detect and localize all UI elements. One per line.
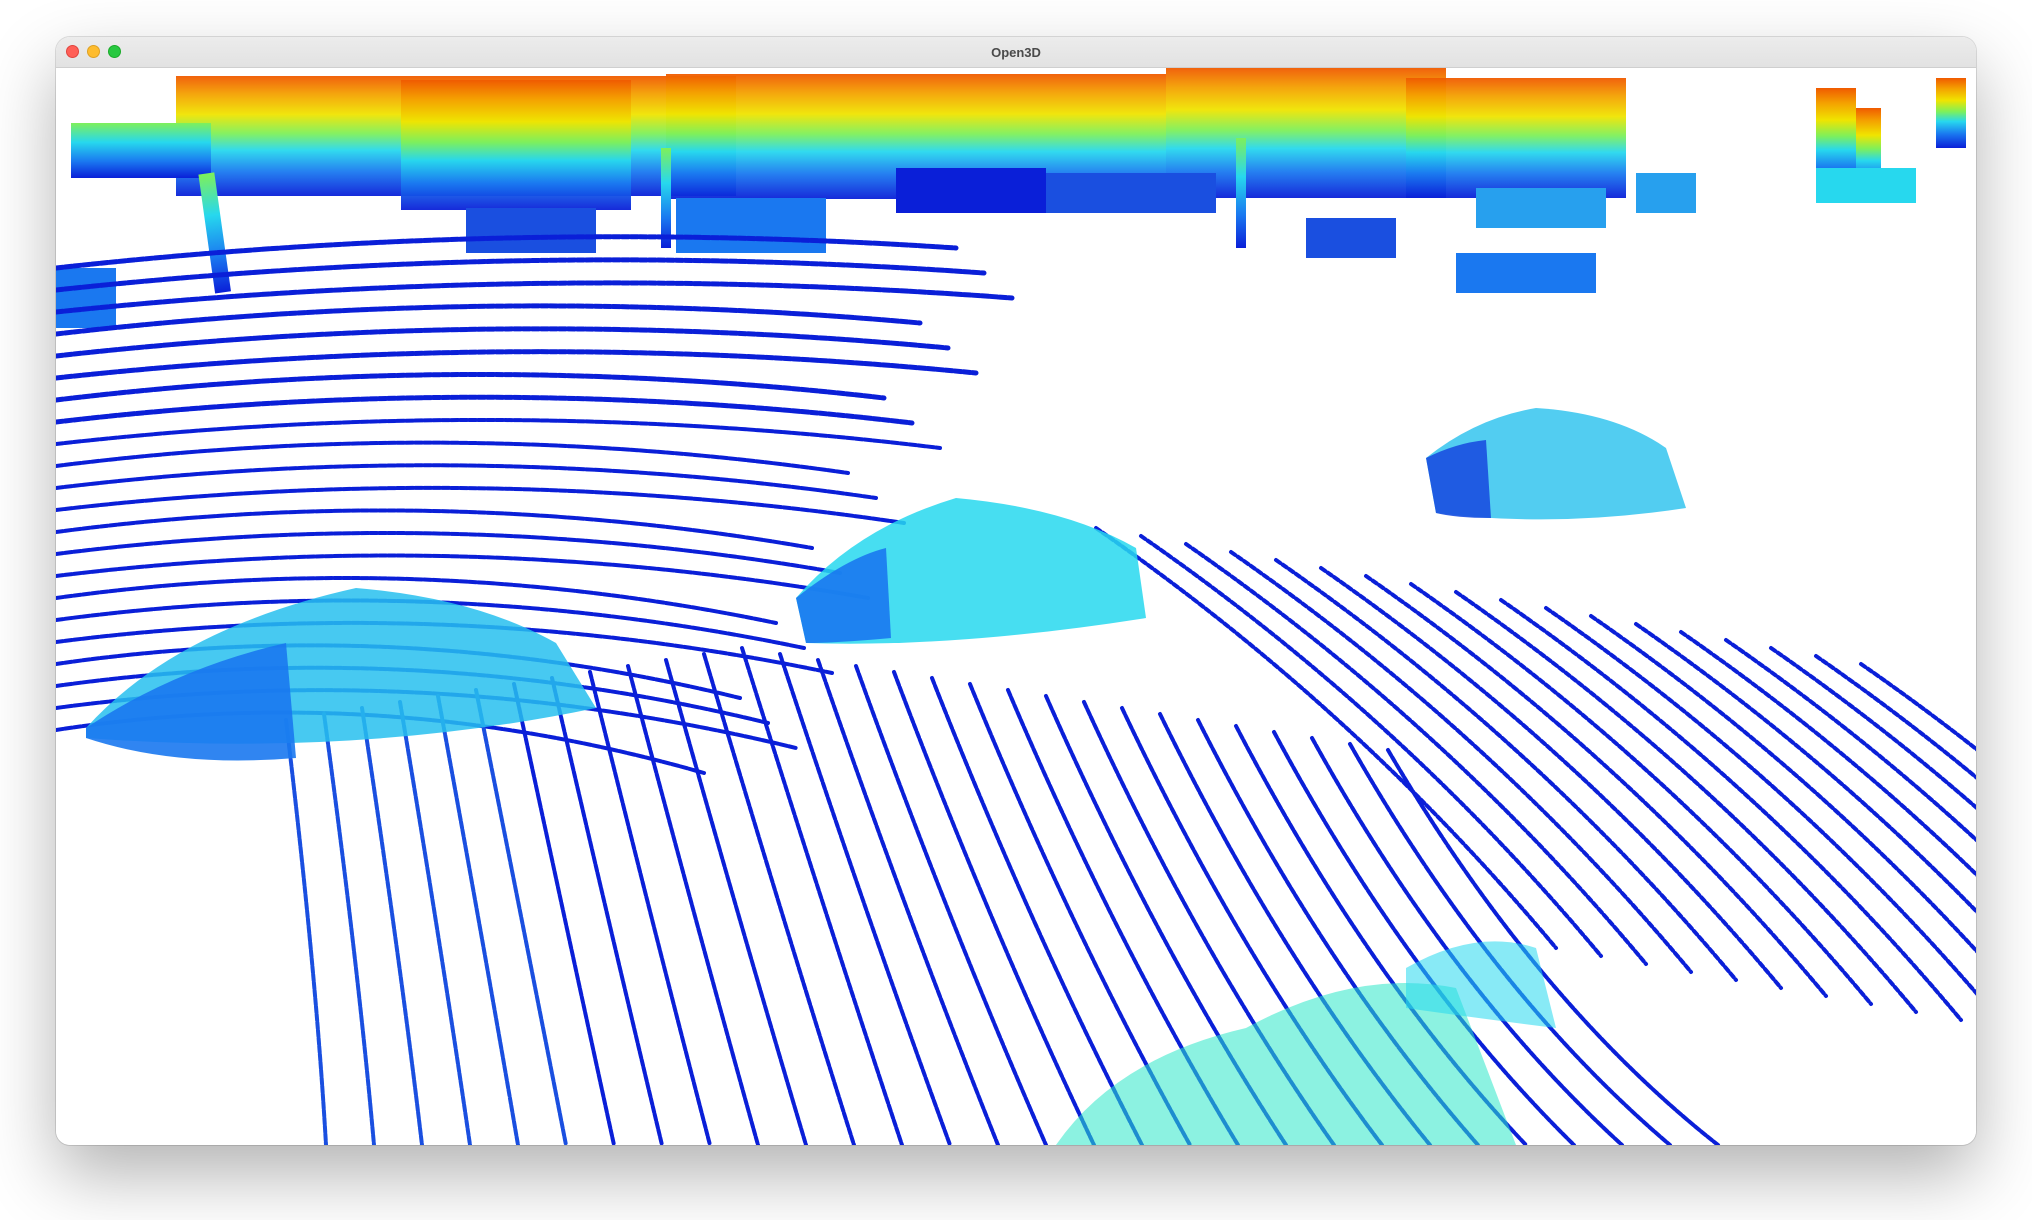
scan-ring xyxy=(1229,550,1693,974)
scan-streak xyxy=(664,658,808,1145)
scan-ring xyxy=(56,576,778,625)
scan-streak xyxy=(360,706,424,1145)
scan-ring xyxy=(56,440,850,475)
scan-streak xyxy=(1386,748,1720,1145)
structure-block xyxy=(466,208,596,253)
title-bar[interactable]: Open3D xyxy=(56,37,1976,68)
scan-ring xyxy=(1544,606,1976,996)
structure-wall xyxy=(1936,78,1966,148)
scan-streak xyxy=(436,694,520,1145)
structure-block xyxy=(1046,173,1216,213)
scan-ring xyxy=(56,417,942,450)
scan-streak xyxy=(892,670,1096,1145)
scan-ring xyxy=(56,553,870,600)
scan-ring xyxy=(1859,662,1976,752)
scan-ring xyxy=(56,257,987,293)
close-window-button[interactable] xyxy=(66,45,79,58)
scan-streak xyxy=(778,652,952,1145)
structure-block xyxy=(896,168,1046,213)
structure-pole xyxy=(661,148,671,248)
window-title: Open3D xyxy=(991,44,1041,60)
vehicle-cluster-center xyxy=(796,498,1146,644)
zoom-window-button[interactable] xyxy=(108,45,121,58)
scan-ring xyxy=(1769,646,1976,811)
scan-ring xyxy=(1274,558,1738,982)
scan-ring xyxy=(1094,526,1558,950)
scan-streak xyxy=(398,700,472,1145)
scan-ring xyxy=(1409,582,1873,1006)
scan-streak xyxy=(702,652,856,1145)
structure-wall xyxy=(401,80,631,210)
scan-ring xyxy=(1319,566,1783,990)
background-structures xyxy=(56,68,1966,328)
point-cloud-canvas[interactable] xyxy=(56,68,1976,1145)
structure-wall xyxy=(71,123,211,178)
structure-block xyxy=(1636,173,1696,213)
scan-streak xyxy=(816,658,1000,1145)
minimize-window-button[interactable] xyxy=(87,45,100,58)
window-controls xyxy=(66,45,121,58)
scan-streak xyxy=(740,646,904,1145)
structure-block xyxy=(676,198,826,253)
scan-ring xyxy=(56,463,878,500)
scan-ring xyxy=(1724,638,1976,843)
structure-block xyxy=(56,268,116,328)
scan-ring xyxy=(56,394,915,426)
scan-ring xyxy=(56,326,951,359)
structure-pole xyxy=(1236,138,1246,248)
vehicle-cluster-right xyxy=(1426,408,1686,520)
scan-streak xyxy=(474,688,568,1145)
scan-ring xyxy=(56,485,906,525)
ground-scan-rings xyxy=(56,234,1976,1022)
structure-block xyxy=(1816,168,1916,203)
structure-block xyxy=(1456,253,1596,293)
scan-ring xyxy=(1499,598,1963,1022)
scan-ring xyxy=(1679,630,1976,877)
scan-ring xyxy=(1364,574,1828,998)
point-cloud-viewport[interactable] xyxy=(56,68,1976,1145)
scan-streak xyxy=(512,682,616,1145)
vehicle-cluster-bottom xyxy=(1056,941,1556,1145)
scan-ring xyxy=(56,234,959,271)
structure-block xyxy=(1476,188,1606,228)
scan-ring xyxy=(1184,542,1648,966)
scan-ring xyxy=(1589,614,1976,954)
scan-ring xyxy=(1814,654,1976,780)
scan-streak xyxy=(1272,730,1576,1145)
scan-ring xyxy=(1454,590,1918,1014)
scan-ring xyxy=(56,349,979,381)
scan-streak xyxy=(626,664,760,1145)
scan-ring xyxy=(1139,534,1603,958)
scan-ring xyxy=(56,303,923,337)
scan-ring xyxy=(56,530,842,575)
scan-ring xyxy=(56,280,1015,315)
scan-ring xyxy=(56,508,814,550)
scan-streak xyxy=(284,718,328,1145)
structure-wall xyxy=(1406,78,1626,198)
app-window: Open3D xyxy=(56,37,1976,1145)
scan-streak xyxy=(930,676,1144,1145)
scan-streak xyxy=(854,664,1048,1145)
structure-block xyxy=(1306,218,1396,258)
scan-streak xyxy=(322,712,376,1145)
scan-ring xyxy=(1634,622,1976,914)
scan-streak xyxy=(550,676,664,1145)
vehicle-cluster-left xyxy=(86,588,596,761)
structure-pole xyxy=(198,172,231,294)
scan-streak xyxy=(588,670,712,1145)
scan-ring xyxy=(56,371,887,403)
